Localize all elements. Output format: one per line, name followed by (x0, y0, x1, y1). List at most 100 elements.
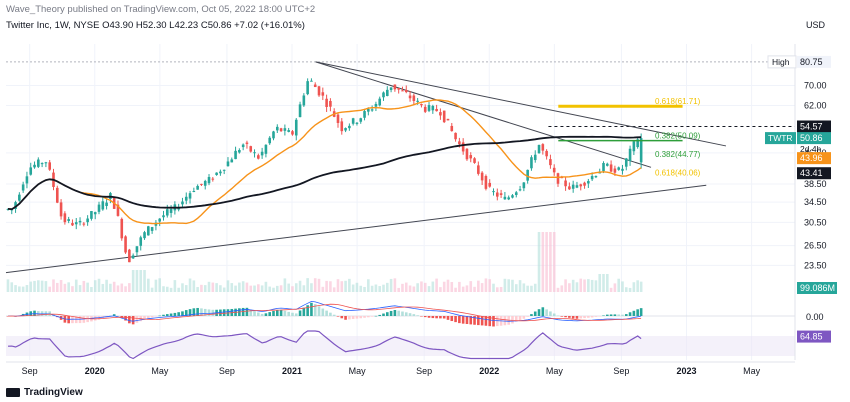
macd-histogram-bar (639, 308, 643, 316)
volume-bar (93, 280, 97, 292)
high-label-bg (767, 55, 797, 69)
candle-body (29, 167, 33, 175)
candle-body (533, 154, 537, 161)
macd-histogram-bar (530, 314, 533, 316)
volume-bar (154, 279, 158, 292)
candle-body (537, 144, 541, 154)
volume-bar (135, 270, 139, 292)
volume-bar (44, 281, 48, 292)
macd-histogram-bar (131, 316, 135, 325)
candle-body (461, 142, 465, 152)
macd-histogram-bar (465, 316, 469, 325)
time-tick-label: May (151, 366, 169, 376)
candle-body (105, 202, 108, 207)
volume-bar (97, 278, 101, 292)
volume-bar (355, 282, 359, 292)
candle-body (370, 109, 374, 111)
candle-body (439, 112, 442, 116)
macd-histogram-bar (147, 316, 150, 319)
candle-body (226, 161, 230, 167)
support-trendline (5, 184, 707, 274)
macd-histogram-bar (537, 309, 541, 316)
macd-histogram-bar (165, 314, 169, 316)
candle-body (234, 150, 237, 160)
high-label: High (772, 57, 790, 67)
candle-body (355, 122, 359, 124)
candle-body (230, 159, 234, 163)
candle-body (393, 84, 397, 90)
volume-bar (40, 280, 44, 292)
candle-body (169, 208, 173, 213)
time-tick-label: 2020 (85, 366, 105, 376)
volume-badge-bg (797, 282, 837, 294)
volume-bar (594, 280, 598, 292)
volume-bar (52, 279, 55, 292)
volume-bar (621, 281, 624, 292)
volume-bar (82, 280, 86, 292)
candle-body (503, 196, 507, 200)
macd-histogram-bar (541, 307, 545, 316)
candle-body (613, 168, 617, 173)
macd-histogram-bar (207, 309, 211, 316)
macd-histogram-bar (552, 313, 556, 316)
volume-bar (560, 285, 564, 292)
volume-bar (329, 281, 332, 292)
macd-histogram-bar (571, 316, 575, 319)
candle-body (420, 104, 423, 106)
volume-bar (219, 285, 222, 292)
volume-bar (10, 282, 14, 292)
macd-histogram-bar (526, 316, 529, 317)
candle-body (579, 184, 583, 187)
macd-histogram-bar (203, 308, 207, 316)
volume-bar (602, 274, 605, 292)
time-tick-label: 2021 (282, 366, 302, 376)
macd-histogram-bar (359, 316, 363, 319)
volume-bar (158, 278, 162, 292)
volume-bar (241, 281, 245, 292)
candle-body (128, 249, 131, 263)
volume-bar (291, 286, 294, 292)
macd-histogram-bar (427, 316, 431, 318)
price-tick-label: 23.50 (804, 260, 827, 270)
candle-body (511, 195, 514, 198)
candle-body (44, 162, 48, 164)
volume-bar (6, 279, 10, 292)
fib-label: 0.382(44.77) (655, 150, 701, 159)
time-tick-label: May (743, 366, 761, 376)
rsi-value-badge-bg (797, 330, 831, 343)
fib-levels: 0.618(61.71) 0.382(50.09) 0.382(44.77) 0.61… (558, 97, 701, 177)
candle-body (560, 177, 564, 179)
candle-body (621, 168, 624, 171)
volume-bar (408, 285, 412, 292)
volume-bar (249, 285, 253, 292)
macd-histogram-bar (181, 311, 184, 316)
macd-histogram-bar (442, 316, 446, 319)
macd-histogram-bar (598, 316, 602, 317)
macd-histogram-bar (606, 314, 609, 316)
volume-bar (518, 280, 522, 292)
candle-body (583, 182, 586, 186)
volume-bar (184, 285, 188, 292)
macd-histogram-bar (310, 302, 313, 316)
volume-bar (639, 281, 643, 292)
candle-body (450, 125, 454, 132)
candle-body (568, 186, 571, 190)
volume-bar (33, 280, 36, 292)
candle-body (181, 201, 184, 205)
volume-bar (207, 281, 211, 292)
candle-body (97, 204, 101, 212)
candle-body (382, 92, 385, 98)
tradingview-logo[interactable]: TradingView (6, 387, 83, 398)
volume-bar (226, 280, 230, 292)
macd-histogram-bar (488, 316, 492, 327)
candle-body (552, 167, 556, 173)
volume-bar (564, 279, 567, 292)
candle-body (609, 164, 613, 172)
volume-bar (503, 278, 507, 292)
volume-bar (109, 283, 112, 292)
macd-histogram-bar (632, 310, 636, 316)
candle-body (458, 141, 461, 145)
volume-bar (370, 285, 374, 292)
volume-bar (196, 287, 199, 292)
